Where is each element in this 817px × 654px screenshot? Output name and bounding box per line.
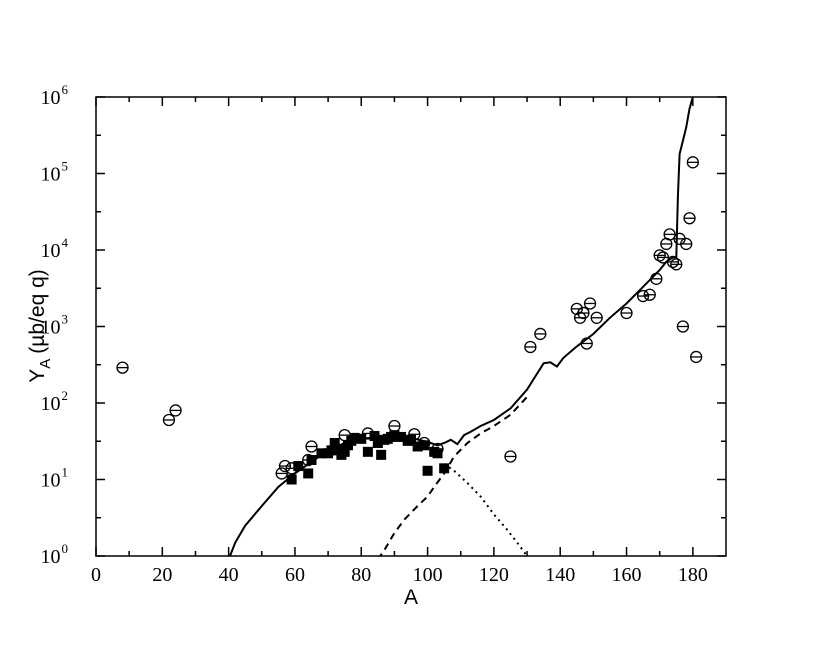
open-circle-point [388, 419, 401, 433]
open-circle-point [504, 450, 517, 463]
open-circle-point [590, 311, 603, 324]
y-axis-label-main: Y [26, 369, 49, 383]
x-tick-label: 20 [152, 564, 172, 586]
open-circle-point [116, 361, 129, 374]
filled-square-point [396, 431, 407, 442]
open-circle-point [305, 440, 318, 453]
x-tick-label: 0 [91, 564, 101, 586]
marker-layer [116, 156, 703, 485]
open-circle-point [278, 459, 292, 473]
filled-square-point [389, 430, 400, 441]
filled-square-point [372, 438, 383, 449]
dashed-model-curve [379, 396, 528, 556]
solid-model-curve [228, 97, 694, 556]
y-tick-label: 101 [41, 465, 69, 492]
filled-square-point [406, 434, 416, 445]
x-tick-label: 40 [219, 564, 239, 586]
filled-square-point [316, 448, 327, 459]
filled-square-point [329, 438, 340, 449]
filled-square-point [419, 440, 430, 451]
y-axis-ticks: 100 101 102 1 0 3 104 105 106 [41, 82, 726, 568]
open-circle-point [620, 306, 633, 320]
open-circle-point [162, 413, 176, 427]
open-circle-point [534, 327, 547, 341]
y-tick-label: 106 [41, 82, 69, 109]
y-tick-label: 102 [41, 388, 69, 415]
filled-square-point [349, 432, 360, 443]
y-axis-label-subscript: A [37, 359, 54, 369]
open-circle-point [690, 350, 703, 364]
filled-square-point [369, 431, 380, 442]
filled-square-point [286, 474, 297, 485]
x-tick-label: 180 [678, 564, 708, 586]
filled-square-point [293, 461, 304, 472]
y-tick-label: 105 [41, 159, 69, 186]
open-circle-point [580, 337, 593, 350]
open-circle-point [524, 340, 537, 354]
open-circle-point [643, 288, 656, 301]
x-tick-label: 160 [612, 564, 642, 586]
y-axis-label-unit: (µb/eq q) [26, 269, 49, 353]
filled-square-point [306, 454, 317, 465]
y-tick-exponent: 2 [62, 388, 69, 403]
open-circle-point [666, 255, 680, 269]
open-circle-point [683, 212, 696, 225]
filled-square-point [439, 463, 450, 474]
open-circle-point [583, 297, 597, 310]
x-axis-label: A [404, 586, 418, 609]
open-circle-point [636, 289, 650, 303]
filled-square-point [326, 445, 337, 456]
plot-frame [95, 96, 727, 557]
filled-square-point [412, 441, 423, 452]
filled-square-point [376, 449, 387, 460]
x-tick-label: 80 [351, 564, 371, 586]
x-tick-label: 120 [479, 564, 509, 586]
y-tick-label: 100 [41, 541, 69, 568]
open-circle-point [650, 272, 663, 285]
x-axis-ticks: 0 20 40 60 80 100 120 140 160 180 [91, 97, 708, 586]
y-tick-exponent: 0 [62, 541, 69, 556]
filled-square-point [422, 465, 433, 476]
open-circle-point [577, 306, 590, 320]
filled-square-point [432, 448, 443, 459]
y-tick-exponent: 3 [62, 312, 69, 327]
open-circle-point [670, 258, 683, 271]
filled-square-point [333, 444, 344, 455]
open-circle-point [656, 251, 670, 264]
y-tick-exponent: 5 [62, 159, 69, 174]
open-circle-point [663, 228, 676, 241]
x-tick-label: 140 [545, 564, 575, 586]
y-tick-label: 104 [41, 235, 69, 262]
y-axis-label: YA (µb/eq q) [26, 269, 54, 383]
open-circle-point [169, 404, 182, 417]
x-tick-label: 60 [285, 564, 305, 586]
y-tick-exponent: 1 [62, 465, 69, 480]
x-tick-label: 100 [413, 564, 443, 586]
open-circle-point [653, 249, 666, 262]
filled-square-point [362, 446, 373, 457]
y-tick-exponent: 4 [62, 235, 69, 250]
open-circle-point [676, 320, 690, 333]
open-circle-point [680, 237, 693, 251]
curve-layer [228, 97, 694, 556]
y-tick-exponent: 6 [62, 82, 69, 97]
open-circle-point [275, 467, 288, 480]
filled-square-point [339, 446, 350, 457]
dotted-model-curve [443, 463, 528, 556]
filled-square-point [303, 468, 314, 479]
filled-square-point [356, 433, 367, 444]
open-circle-point [686, 156, 699, 169]
